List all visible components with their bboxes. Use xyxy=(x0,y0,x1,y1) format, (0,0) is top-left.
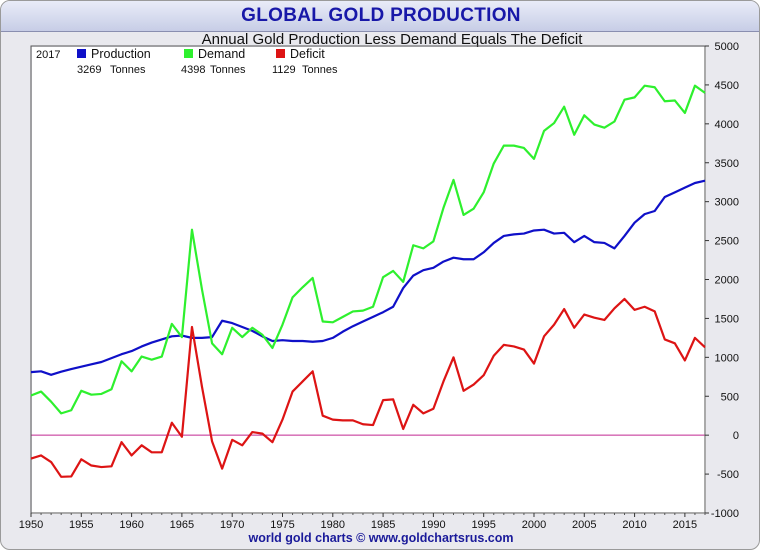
x-tick-label: 1990 xyxy=(421,519,445,531)
y-tick-label: 1500 xyxy=(715,313,739,325)
series-lines xyxy=(30,84,706,478)
legend-value-demand: 4398 xyxy=(181,64,205,76)
legend-swatch-production xyxy=(77,49,86,58)
legend-unit-production: Tonnes xyxy=(110,64,146,76)
y-tick-label: -1000 xyxy=(711,508,739,520)
y-tick-label: 0 xyxy=(733,430,739,442)
series-line-demand xyxy=(30,84,706,415)
y-tick-label: 3000 xyxy=(715,197,739,209)
x-tick-label: 1960 xyxy=(119,519,143,531)
x-tick-label: 1980 xyxy=(321,519,345,531)
legend-label-demand: Demand xyxy=(198,47,245,61)
y-tick-label: 5000 xyxy=(715,41,739,53)
footer-credit: world gold charts © www.goldchartsrus.co… xyxy=(248,531,514,545)
x-tick-label: 2000 xyxy=(522,519,546,531)
x-tick-label: 1985 xyxy=(371,519,395,531)
legend-label-deficit: Deficit xyxy=(290,47,325,61)
x-tick-label: 2015 xyxy=(673,519,697,531)
x-tick-label: 1970 xyxy=(220,519,244,531)
y-tick-label: 2000 xyxy=(715,275,739,287)
chart-subtitle: Annual Gold Production Less Demand Equal… xyxy=(202,31,584,48)
legend-unit-demand: Tonnes xyxy=(210,64,246,76)
title-bar: GLOBAL GOLD PRODUCTION xyxy=(1,1,759,32)
axes: 5000450040003500300025002000150010005000… xyxy=(19,41,739,531)
y-tick-label: 3500 xyxy=(715,158,739,170)
y-tick-label: 4500 xyxy=(715,80,739,92)
y-tick-label: 2500 xyxy=(715,236,739,248)
legend-unit-deficit: Tonnes xyxy=(302,64,338,76)
x-tick-label: 1975 xyxy=(270,519,294,531)
y-tick-label: -500 xyxy=(717,469,739,481)
legend-value-deficit: 1129 xyxy=(272,64,296,76)
y-tick-label: 4000 xyxy=(715,119,739,131)
legend-swatch-deficit xyxy=(276,49,285,58)
x-tick-label: 1965 xyxy=(170,519,194,531)
x-tick-label: 1995 xyxy=(471,519,495,531)
series-line-production xyxy=(30,179,706,376)
plot-border xyxy=(30,45,706,514)
y-tick-label: 500 xyxy=(721,391,739,403)
legend-swatch-demand xyxy=(184,49,193,58)
legend: 2017 Production 3269 Tonnes Demand 4398 … xyxy=(36,47,338,76)
x-tick-label: 1955 xyxy=(69,519,93,531)
x-tick-label: 2010 xyxy=(622,519,646,531)
page-title: GLOBAL GOLD PRODUCTION xyxy=(241,5,521,26)
y-tick-label: 1000 xyxy=(715,352,739,364)
legend-value-production: 3269 xyxy=(77,64,101,76)
legend-year: 2017 xyxy=(36,49,60,61)
x-tick-label: 2005 xyxy=(572,519,596,531)
series-line-deficit xyxy=(30,297,706,478)
legend-label-production: Production xyxy=(91,47,151,61)
x-tick-label: 1950 xyxy=(19,519,43,531)
